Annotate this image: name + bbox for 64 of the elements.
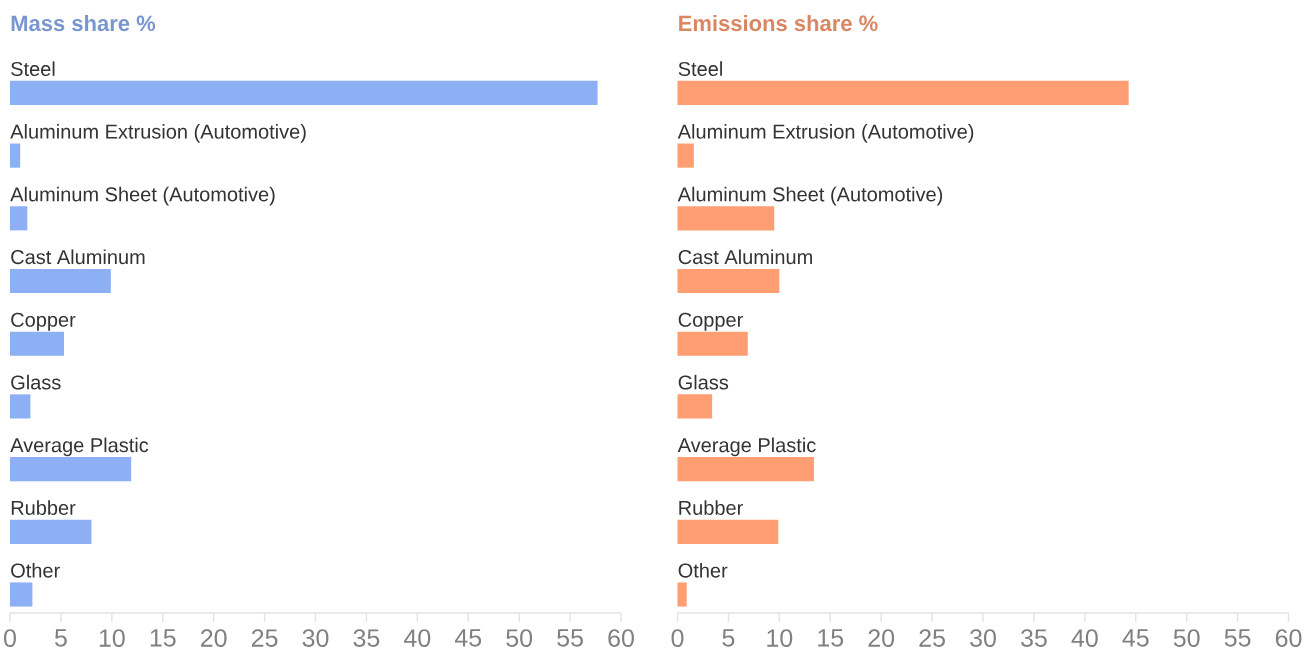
bar [677,519,779,544]
y-tick-label: Rubber [679,500,743,515]
y-tick-label: Rubber [11,500,76,515]
bar [677,206,775,231]
y-tick-label: Steel [11,61,55,77]
y-tick-label: Copper [678,312,743,331]
bar [677,268,780,294]
bar [677,80,1129,105]
x-tick-label: 30 [302,629,329,647]
x-tick-label: 35 [353,629,380,647]
bar [10,331,64,356]
bar [10,519,92,544]
x-tick-label: 35 [1020,629,1047,647]
bar [677,143,694,168]
x-tick-label: 25 [251,629,278,647]
y-tick-label: Glass [678,374,729,390]
x-tick-label: 0 [4,629,16,647]
x-tick-label: 0 [671,629,684,647]
x-tick-label: 50 [506,629,533,647]
x-tick-label: 60 [1275,629,1302,647]
chart-title: Mass share % [11,14,156,32]
x-tick-label: 25 [919,629,945,647]
y-tick-label: Average Plastic [10,437,149,457]
bar [677,394,713,419]
x-tick-label: 60 [608,629,634,647]
x-tick-label: 40 [404,629,431,647]
x-tick-label: 20 [201,629,227,647]
x-tick-label: 55 [557,629,583,647]
y-tick-label: Aluminum Sheet (Automotive) [10,186,275,206]
x-tick-label: 5 [54,629,67,647]
bar [10,206,28,231]
x-tick-label: 15 [818,629,844,647]
y-tick-label: Cast Aluminum [678,249,812,265]
bar [677,457,814,482]
x-tick-label: 5 [722,629,735,647]
bar [10,394,31,419]
y-tick-label: Aluminum Extrusion (Automotive) [677,124,974,143]
x-tick-label: 10 [767,629,793,647]
x-tick-label: 50 [1173,629,1200,647]
y-tick-label: Copper [11,312,76,331]
y-tick-label: Steel [678,61,722,77]
y-tick-label: Other [11,562,60,578]
x-tick-label: 10 [99,629,125,647]
x-tick-label: 45 [454,629,482,647]
x-tick-label: 45 [1122,629,1149,647]
x-tick-label: 30 [970,629,996,647]
bar [677,331,748,356]
bar [10,143,21,168]
x-tick-label: 55 [1224,629,1251,647]
bar [10,268,111,294]
x-tick-label: 40 [1071,629,1098,647]
chart-title: Emissions share % [679,14,878,32]
bar [10,582,33,607]
bar [10,457,132,482]
y-tick-label: Cast Aluminum [11,249,145,265]
y-tick-label: Aluminum Sheet (Automotive) [677,186,943,206]
y-tick-label: Glass [11,374,61,390]
bar [677,582,687,607]
y-tick-label: Aluminum Extrusion (Automotive) [10,124,306,143]
y-tick-label: Other [678,562,728,578]
x-tick-label: 15 [150,629,176,647]
x-tick-label: 20 [868,629,895,647]
y-tick-label: Average Plastic [677,437,816,457]
bar [10,80,598,105]
